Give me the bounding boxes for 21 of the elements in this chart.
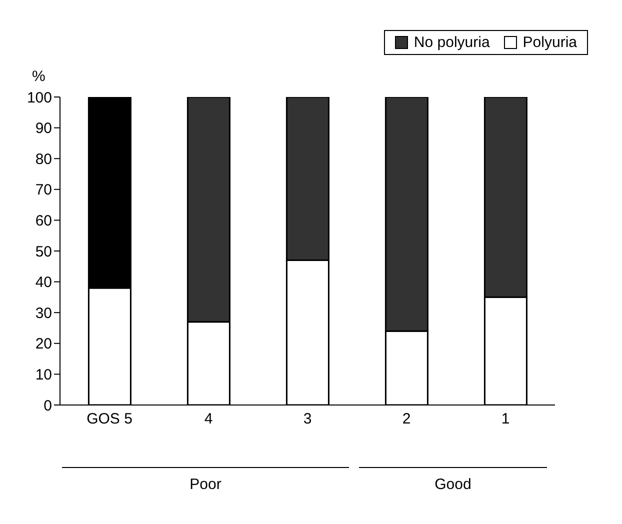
legend-label: No polyuria: [412, 34, 490, 51]
y-axis-title: %: [32, 68, 46, 85]
y-tick-label: 70: [35, 182, 52, 199]
y-tick-label: 30: [35, 304, 52, 322]
x-tick-label: GOS 5: [86, 410, 132, 428]
y-tick-label: 90: [35, 120, 52, 138]
y-tick-label: 40: [35, 274, 52, 292]
x-tick-label: 1: [501, 410, 510, 428]
y-tick-label: 80: [35, 150, 52, 168]
y-tick-label: 60: [35, 212, 52, 230]
y-tick-label: 100: [26, 89, 52, 106]
text: Poor: [190, 476, 222, 493]
y-tick-label: 0: [44, 397, 52, 414]
y-tick-label: 10: [35, 366, 52, 384]
x-tick-label: 4: [204, 410, 213, 428]
x-tick-label: 3: [303, 410, 312, 428]
text: Good: [434, 476, 472, 493]
x-tick-label: 2: [402, 410, 411, 428]
y-tick-label: 50: [35, 243, 52, 260]
legend-label: Polyuria: [522, 34, 577, 51]
y-tick-label: 20: [35, 336, 52, 353]
